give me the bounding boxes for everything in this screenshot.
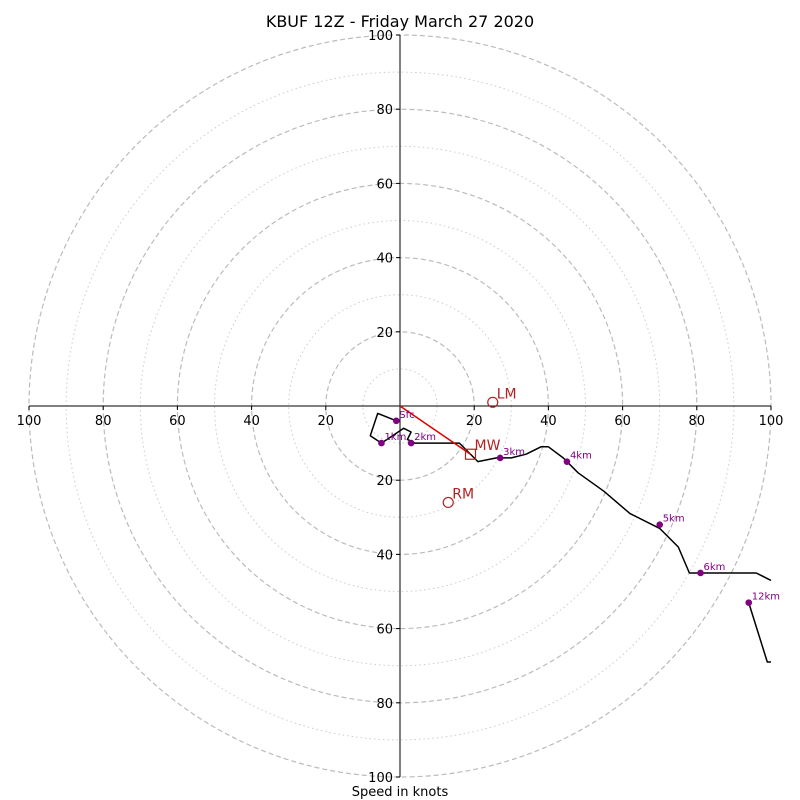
- height-marker-label: 5km: [663, 514, 685, 525]
- height-marker-point: [697, 569, 704, 577]
- x-tick-label: 100: [17, 414, 42, 429]
- height-marker-label: 12km: [752, 592, 780, 603]
- chart-title: KBUF 12Z - Friday March 27 2020: [266, 12, 534, 31]
- hodograph-series: [369, 405, 772, 663]
- y-tick-label: 80: [376, 697, 393, 712]
- height-marker-point: [496, 454, 504, 462]
- x-tick-label: 20: [466, 414, 483, 429]
- y-tick-label: 100: [368, 771, 393, 786]
- y-tick-label: 100: [368, 29, 393, 44]
- motion-marker-label: RM: [452, 486, 474, 502]
- x-tick-label: 60: [169, 414, 186, 429]
- y-tick-label: 20: [376, 326, 393, 341]
- motion-marker-label: MW: [474, 438, 500, 454]
- motion-marker-label: LM: [497, 386, 517, 402]
- hodograph-trace-line: [369, 412, 772, 582]
- y-tick-label: 40: [376, 548, 393, 563]
- height-marker-label: 6km: [704, 562, 726, 573]
- storm-motion-marker: [442, 496, 454, 509]
- x-tick-label: 100: [759, 414, 784, 429]
- x-axis-label: Speed in knots: [352, 785, 449, 800]
- height-marker-label: 2km: [414, 432, 436, 443]
- height-marker-point: [378, 439, 385, 447]
- height-marker-point: [563, 458, 571, 465]
- height-marker-label: 3km: [503, 447, 525, 458]
- x-tick-label: 60: [614, 414, 631, 429]
- shear-vector-line: [399, 405, 471, 455]
- y-tick-label: 60: [376, 177, 393, 192]
- height-marker-label: Sfc: [399, 410, 414, 421]
- x-tick-label: 80: [689, 414, 706, 429]
- y-tick-label: 40: [376, 252, 393, 267]
- markers: Sfc 1km 2km 3km 4km 5km 6km 12km LM RM MW: [378, 386, 780, 606]
- y-tick-label: 80: [376, 103, 393, 118]
- height-marker-point: [745, 599, 753, 606]
- hodograph-tail-line: [747, 602, 771, 663]
- x-tick-label: 20: [318, 414, 335, 429]
- x-tick-label: 40: [243, 414, 260, 429]
- height-marker-point: [392, 417, 400, 425]
- y-tick-label: 60: [376, 623, 393, 638]
- tick-labels: 100 80 60 40 20 20 40 60 80 100 20 40 60 80 100 20 40 60 8…: [17, 29, 784, 786]
- y-tick-label: 20: [376, 474, 393, 489]
- height-marker-point: [656, 521, 663, 529]
- x-tick-label: 40: [540, 414, 557, 429]
- x-tick-label: 80: [95, 414, 112, 429]
- height-marker-point: [407, 439, 415, 447]
- height-marker-label: 1km: [384, 432, 406, 443]
- height-marker-label: 4km: [570, 451, 592, 462]
- mean-wind-marker: [464, 448, 477, 460]
- storm-motion-marker: [487, 396, 499, 408]
